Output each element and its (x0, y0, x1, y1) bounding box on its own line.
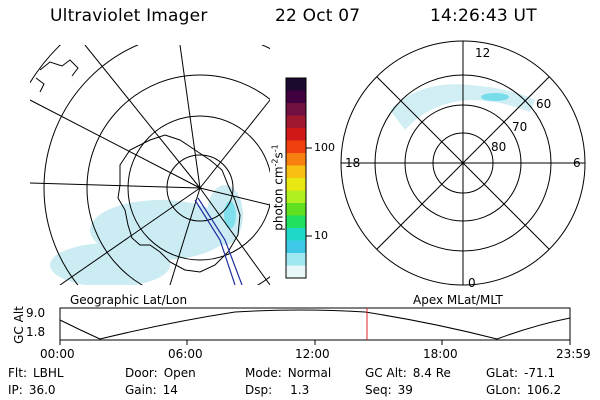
info-flt: Flt: LBHL (8, 366, 64, 380)
colorbar-segment (286, 128, 306, 141)
xtick-0000: 00:00 (40, 347, 75, 361)
colorbar-tick-100: 100 (314, 141, 335, 154)
longitude-lines (30, 45, 270, 285)
info-ip: IP: 36.0 (8, 383, 56, 397)
geographic-caption: Geographic Lat/Lon (70, 293, 188, 307)
aurora-emission-left (50, 185, 243, 285)
altitude-curve (59, 309, 571, 340)
colorbar-segment (286, 265, 306, 279)
altitude-ylabel: GC Alt (12, 306, 26, 344)
mlt-label-6: 6 (573, 156, 581, 170)
colorbar-segment (286, 115, 306, 129)
xtick-1200: 12:00 (295, 347, 330, 361)
xtick-1800: 18:00 (423, 347, 458, 361)
coastline (117, 134, 241, 273)
colorbar-segment (286, 215, 306, 229)
colorbar-segment (286, 140, 306, 154)
xtick-2359: 23:59 (556, 347, 591, 361)
apex-caption: Apex MLat/MLT (413, 293, 503, 307)
instrument-title: Ultraviolet Imager (50, 6, 208, 26)
altitude-ytick-low: 1.8 (26, 325, 46, 339)
info-gcalt: GC Alt: 8.4 Re (365, 366, 451, 380)
time-label: 14:26:43 UT (430, 6, 537, 26)
mlat-label-60: 60 (536, 97, 552, 111)
magnetic-map (340, 40, 586, 286)
xtick-0600: 06:00 (168, 347, 203, 361)
info-mode: Mode: Normal (245, 366, 332, 380)
colorbar-segment (286, 253, 306, 266)
colorbar-segment (286, 165, 306, 179)
altitude-plot (59, 307, 571, 345)
colorbar-segment (286, 178, 306, 191)
colorbar-segment (286, 90, 306, 104)
colorbar-segment (286, 240, 306, 254)
geographic-map (30, 45, 270, 285)
info-dsp: Dsp: 1.3 (245, 383, 310, 397)
info-door: Door: Open (125, 366, 196, 380)
mlt-label-18: 18 (345, 156, 361, 170)
altitude-ytick-high: 9.0 (26, 306, 46, 320)
satellite-track (194, 197, 243, 285)
info-glon: GLon: 106.2 (486, 383, 562, 397)
colorbar-segment (286, 153, 306, 166)
colorbar-segment (286, 78, 306, 91)
mlat-label-70: 70 (512, 120, 528, 134)
aurora-emission-right (390, 84, 535, 130)
colorbar-segment (286, 228, 306, 241)
mlat-label-80: 80 (491, 140, 507, 154)
colorbar-label: photon cm-2s-1 (270, 144, 286, 231)
info-gain: Gain: 14 (125, 383, 178, 397)
coastline-detail (35, 59, 79, 93)
colorbar-segment (286, 203, 306, 216)
mlt-lines (341, 41, 585, 285)
colorbar-segment (286, 103, 306, 116)
mlt-label-0: 0 (468, 276, 476, 290)
colorbar-tick-10: 10 (314, 229, 328, 242)
info-seq: Seq: 39 (365, 383, 413, 397)
date-label: 22 Oct 07 (275, 6, 361, 26)
info-glat: GLat: -71.1 (486, 366, 556, 380)
mlt-label-12: 12 (475, 46, 491, 60)
latitude-circles (30, 45, 270, 285)
colorbar-segment (286, 190, 306, 204)
colorbar (286, 78, 306, 279)
